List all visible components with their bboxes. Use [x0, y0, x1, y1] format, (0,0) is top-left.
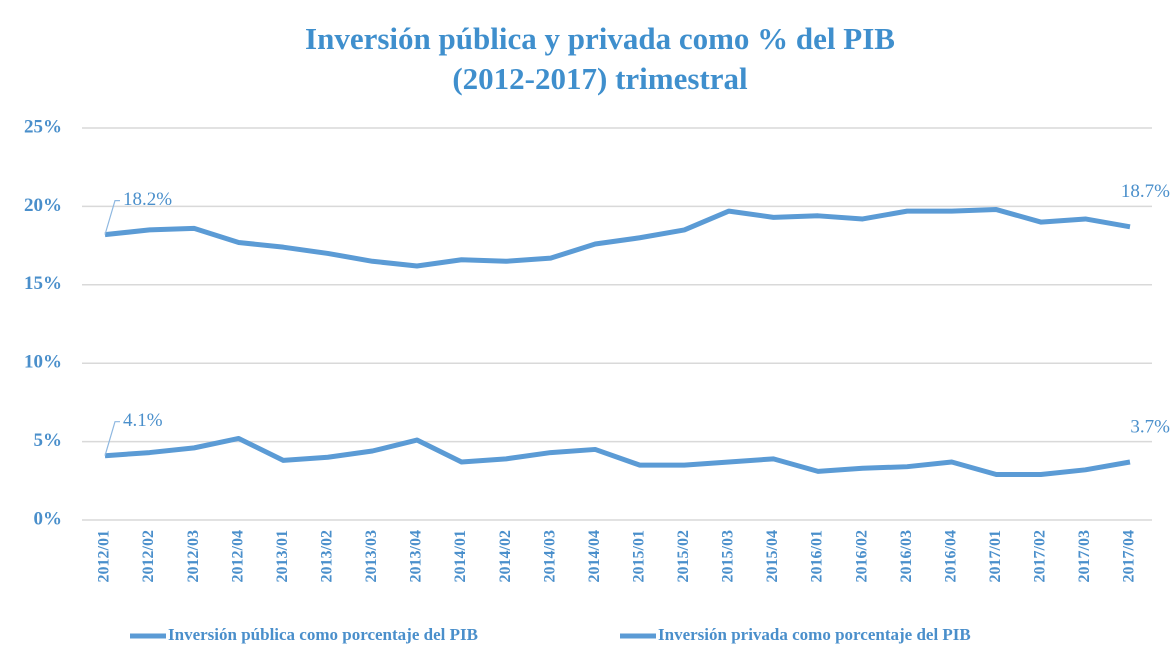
- x-tick-label: 2014/03: [541, 530, 558, 582]
- x-tick-label: 2015/02: [675, 530, 692, 582]
- y-tick-label: 25%: [24, 116, 62, 137]
- y-tick-label: 5%: [34, 430, 63, 451]
- x-tick-label: 2013/02: [318, 530, 335, 582]
- x-tick-label: 2016/01: [809, 530, 826, 582]
- x-tick-label: 2012/01: [96, 530, 113, 582]
- y-tick-label: 10%: [24, 352, 62, 373]
- x-tick-label: 2015/01: [630, 530, 647, 582]
- x-tick-label: 2015/03: [720, 530, 737, 582]
- legend-label: Inversión pública como porcentaje del PI…: [168, 625, 478, 644]
- x-tick-label: 2017/01: [987, 530, 1004, 582]
- chart-title: (2012-2017) trimestral: [452, 61, 748, 96]
- x-tick-label: 2016/04: [942, 530, 959, 582]
- x-tick-label: 2012/02: [140, 530, 157, 582]
- data-label: 4.1%: [123, 410, 163, 431]
- x-tick-label: 2017/02: [1032, 530, 1049, 582]
- y-tick-label: 15%: [24, 273, 62, 294]
- x-tick-label: 2016/03: [898, 530, 915, 582]
- leader-line: [104, 421, 120, 456]
- x-tick-label: 2013/01: [274, 530, 291, 582]
- x-tick-label: 2014/04: [586, 530, 603, 582]
- data-label: 3.7%: [1130, 416, 1170, 437]
- x-tick-label: 2012/04: [229, 530, 246, 582]
- x-tick-label: 2014/02: [497, 530, 514, 582]
- chart-title: Inversión pública y privada como % del P…: [305, 21, 895, 56]
- x-tick-label: 2013/04: [408, 530, 425, 582]
- x-tick-label: 2014/01: [452, 530, 469, 582]
- leader-line: [104, 200, 120, 235]
- x-tick-label: 2015/04: [764, 530, 781, 582]
- data-label: 18.7%: [1121, 181, 1170, 202]
- series-line: [104, 207, 1131, 269]
- x-tick-label: 2017/03: [1076, 530, 1093, 582]
- x-tick-label: 2012/03: [185, 530, 202, 582]
- data-label: 18.2%: [123, 189, 172, 210]
- y-tick-label: 0%: [34, 508, 63, 529]
- series-line: [104, 435, 1131, 478]
- x-tick-label: 2017/04: [1121, 530, 1138, 582]
- legend-label: Inversión privada como porcentaje del PI…: [658, 625, 971, 644]
- x-tick-label: 2016/02: [853, 530, 870, 582]
- x-tick-label: 2013/03: [363, 530, 380, 582]
- y-tick-label: 20%: [24, 195, 62, 216]
